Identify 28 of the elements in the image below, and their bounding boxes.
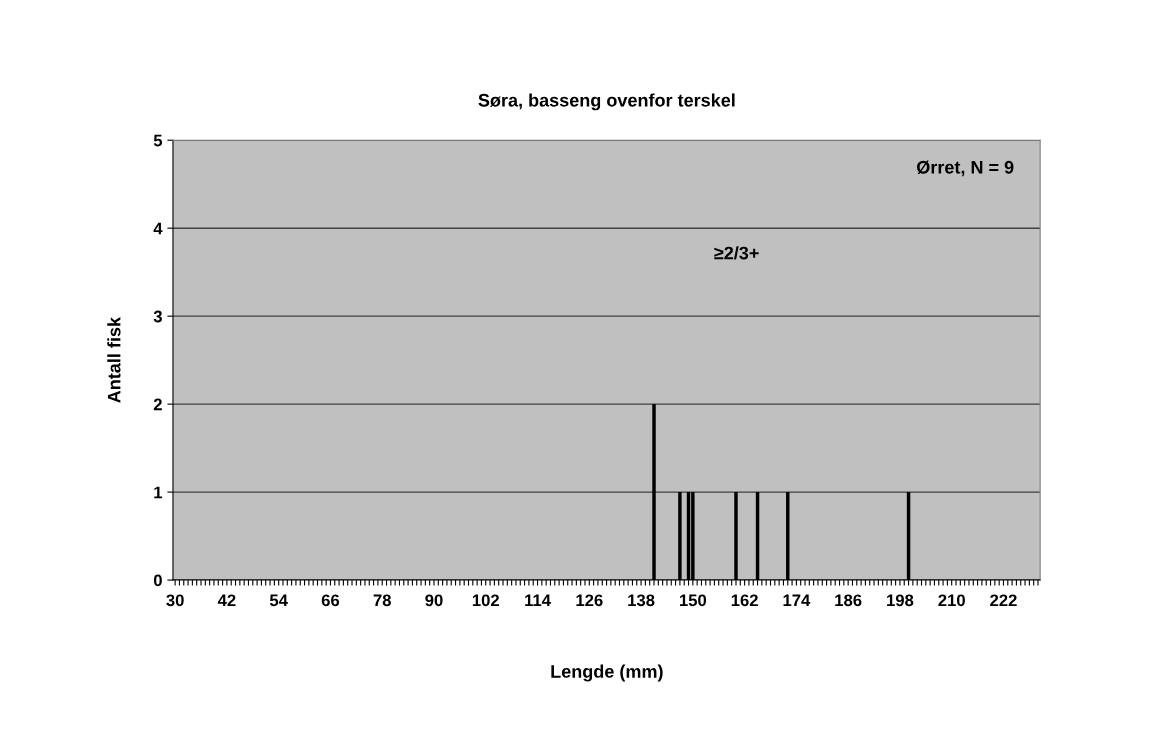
y-tick-label: 3 xyxy=(153,310,162,323)
x-tick-label: 174 xyxy=(783,594,811,607)
y-tick-label: 2 xyxy=(153,398,162,411)
annotation: Ørret, N = 9 xyxy=(917,160,1014,177)
chart-title: Søra, basseng ovenfor terskel xyxy=(478,93,735,111)
x-tick-label: 30 xyxy=(166,594,184,607)
x-tick-label: 78 xyxy=(373,594,391,607)
x-tick-label: 150 xyxy=(679,594,707,607)
x-tick-label: 138 xyxy=(628,594,655,607)
x-tick-label: 114 xyxy=(525,594,551,607)
x-tick-label: 126 xyxy=(576,594,603,607)
x-tick-label: 54 xyxy=(269,594,288,607)
y-tick-label: 1 xyxy=(154,486,163,499)
y-tick-label: 5 xyxy=(153,134,163,147)
x-tick-label: 162 xyxy=(731,594,758,607)
y-tick-label: 4 xyxy=(153,222,163,235)
x-tick-label: 210 xyxy=(938,594,965,607)
annotation: ≥2/3+ xyxy=(714,246,759,260)
x-axis-title: Lengde (mm) xyxy=(551,664,663,682)
x-tick-label: 222 xyxy=(990,594,1017,607)
x-tick-label: 66 xyxy=(321,594,340,607)
x-tick-label: 102 xyxy=(472,594,499,607)
x-tick-label: 42 xyxy=(217,594,236,607)
x-tick-label: 186 xyxy=(835,594,862,607)
y-tick-label: 0 xyxy=(153,574,162,587)
x-tick-label: 198 xyxy=(887,594,914,607)
y-axis-title: Antall fisk xyxy=(107,316,121,403)
x-tick-label: 90 xyxy=(425,594,443,607)
